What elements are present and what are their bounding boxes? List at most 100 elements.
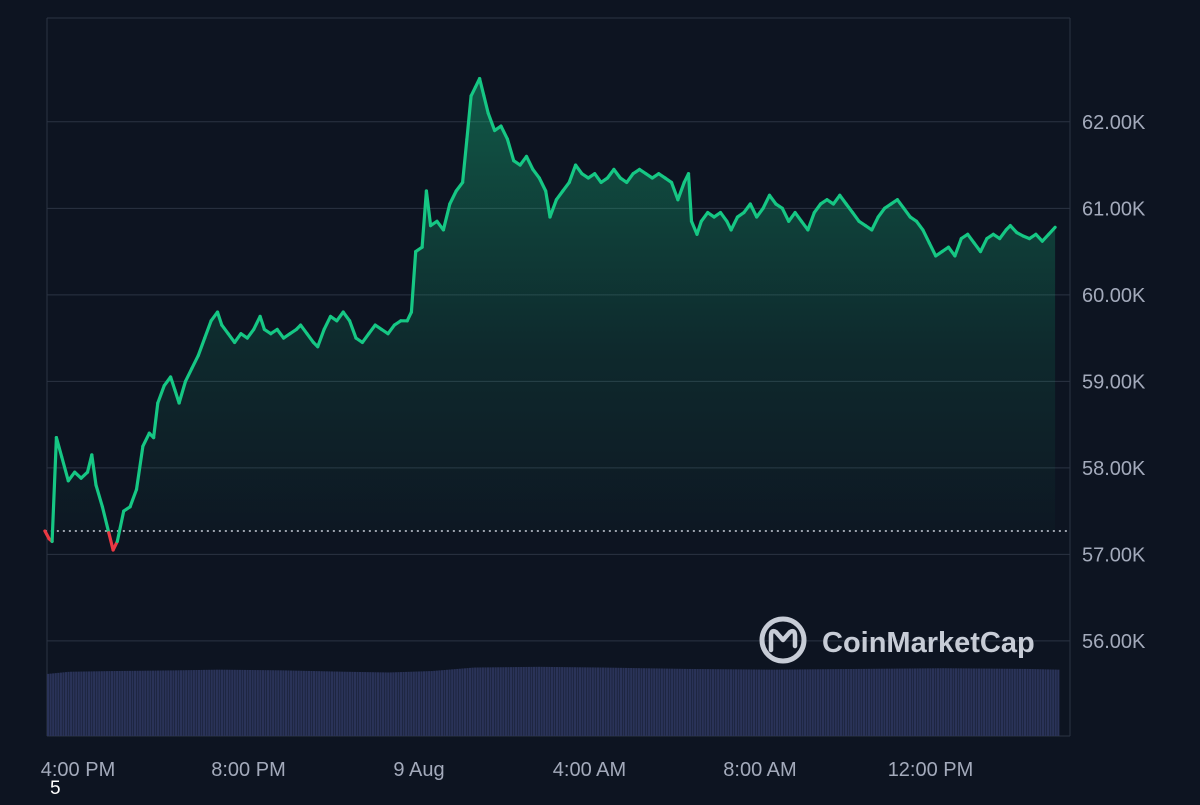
- volume-bar: [658, 668, 661, 736]
- coinmarketcap-wordmark: CoinMarketCap: [822, 627, 1035, 659]
- volume-bar: [990, 668, 993, 736]
- volume-bar: [57, 672, 60, 736]
- volume-bar: [775, 669, 779, 736]
- price-line-segment: [593, 172, 603, 184]
- volume-bar: [1052, 669, 1055, 736]
- volume-bar: [742, 669, 745, 736]
- volume-bar: [791, 669, 794, 736]
- volume-bar: [121, 670, 124, 736]
- volume-bar: [1057, 669, 1060, 736]
- price-line-segment: [787, 211, 797, 223]
- price-line-segment: [60, 455, 70, 483]
- price-line-segment: [134, 444, 145, 492]
- volume-bar: [972, 668, 975, 736]
- volume-bar: [1003, 668, 1006, 736]
- volume-bar: [1016, 668, 1019, 736]
- price-line-segment: [978, 237, 989, 254]
- volume-bar: [624, 667, 628, 736]
- volume-bar: [850, 668, 853, 736]
- price-line-segment: [322, 314, 333, 331]
- volume-bar: [934, 668, 937, 736]
- volume-bar: [486, 667, 490, 736]
- volume-bar: [960, 668, 963, 736]
- volume-bar: [215, 669, 218, 736]
- volume-bar: [330, 671, 334, 736]
- volume-bar: [466, 668, 469, 736]
- volume-bar: [793, 669, 796, 736]
- x-tick-label: 8:00 AM: [723, 759, 796, 781]
- volume-bar: [325, 671, 328, 736]
- volume-bar: [374, 672, 377, 736]
- price-line-segment: [695, 219, 703, 236]
- volume-bar: [750, 669, 753, 736]
- volume-bar: [998, 668, 1001, 736]
- volume-bar: [1036, 669, 1039, 736]
- volume-bar: [113, 671, 116, 736]
- price-line-segment: [831, 193, 842, 206]
- volume-bar: [844, 669, 848, 736]
- volume-bar: [839, 669, 842, 736]
- volume-bar: [233, 669, 236, 736]
- volume-bar: [54, 673, 57, 736]
- volume-bar: [228, 669, 231, 736]
- y-tick-label: 58.00K: [1082, 458, 1146, 480]
- volume-bar: [578, 667, 582, 736]
- price-line-segment: [780, 206, 791, 223]
- volume-bar: [1044, 669, 1047, 736]
- volume-bar: [696, 669, 699, 736]
- volume-bar: [407, 671, 410, 736]
- price-line-segment: [870, 215, 880, 232]
- price-line-segment: [94, 483, 105, 509]
- price-line-segment: [220, 323, 230, 336]
- volume-bar: [630, 668, 633, 736]
- volume-bar: [274, 670, 277, 736]
- volume-bar: [320, 671, 323, 736]
- volume-bar: [300, 670, 303, 736]
- volume-bar: [957, 668, 960, 736]
- price-line-segment: [686, 172, 694, 223]
- volume-bar: [607, 667, 610, 736]
- volume-bar: [476, 667, 479, 736]
- price-line-segment: [676, 180, 686, 202]
- price-line-segment: [806, 211, 816, 232]
- volume-bar: [167, 670, 170, 736]
- volume-bar: [768, 669, 771, 736]
- volume-bar: [335, 671, 339, 736]
- volume-bar: [213, 669, 216, 736]
- volume-bar: [108, 671, 111, 736]
- volume-bar: [90, 671, 93, 736]
- volume-bar: [589, 667, 592, 736]
- volume-bar: [405, 671, 408, 736]
- volume-bar: [545, 666, 548, 736]
- price-line-segment: [1047, 225, 1057, 236]
- price-line-segment: [478, 76, 486, 98]
- volume-bar: [847, 669, 850, 736]
- volume-bar: [740, 669, 743, 736]
- volume-bar: [586, 667, 589, 736]
- volume-bar: [724, 669, 727, 736]
- price-line-segment: [183, 366, 194, 383]
- price-line-segment: [90, 453, 98, 487]
- price-line-segment: [850, 211, 861, 223]
- volume-bar: [504, 667, 507, 736]
- volume-bar: [397, 672, 400, 736]
- volume-bar: [637, 668, 640, 736]
- volume-bar: [269, 670, 272, 736]
- volume-bar: [497, 667, 500, 736]
- volume-bar: [468, 667, 472, 736]
- price-line-segment: [499, 124, 509, 141]
- volume-bar: [949, 668, 952, 736]
- volume-bar: [924, 668, 927, 736]
- volume-bar: [1008, 668, 1011, 736]
- volume-bar: [527, 666, 530, 736]
- volume-bar: [440, 670, 444, 736]
- volume-bar: [757, 669, 761, 736]
- volume-bar: [323, 671, 326, 736]
- price-line-segment: [424, 189, 433, 228]
- volume-bar: [558, 667, 561, 736]
- volume-bar: [266, 670, 270, 736]
- price-line-segment: [953, 237, 963, 258]
- price-line-segment: [367, 323, 377, 336]
- volume-bar: [162, 670, 165, 736]
